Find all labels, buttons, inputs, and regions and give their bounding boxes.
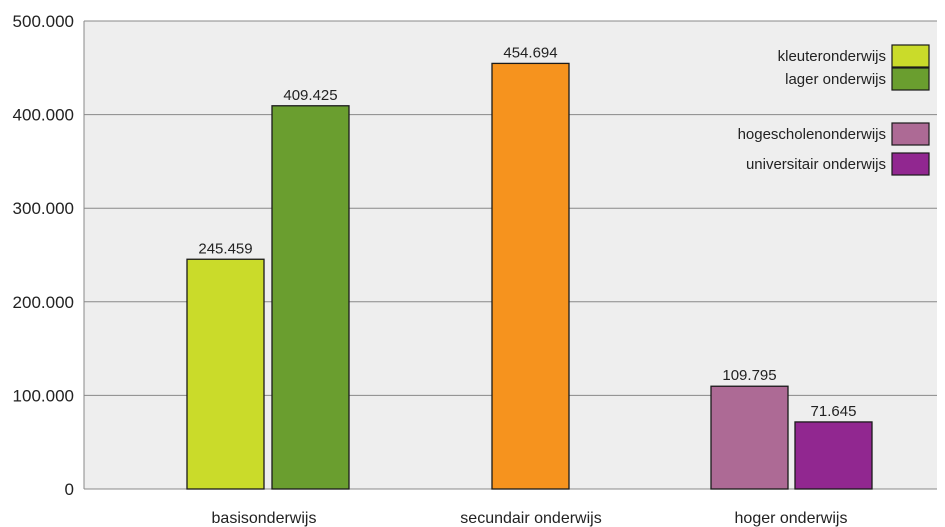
x-category-label: basisonderwijs <box>212 510 317 527</box>
x-category-label: hoger onderwijs <box>735 510 848 527</box>
bar-universitair-onderwijs <box>794 421 873 490</box>
data-label: 109.795 <box>722 367 776 384</box>
legend-swatch <box>891 122 930 146</box>
bar-lager-onderwijs <box>271 105 350 490</box>
legend-label: lager onderwijs <box>785 71 886 88</box>
y-tick-label: 400.000 <box>13 106 74 125</box>
legend-label: kleuteronderwijs <box>778 48 886 65</box>
bar-hogescholenonderwijs <box>710 385 789 490</box>
bar-kleuteronderwijs <box>186 258 265 490</box>
bar-secundair-onderwijs <box>491 62 570 490</box>
legend-label: hogescholenonderwijs <box>738 126 886 143</box>
y-tick-label: 500.000 <box>13 12 74 31</box>
legend-label: universitair onderwijs <box>746 156 886 173</box>
legend-swatch <box>891 152 930 176</box>
legend-swatch <box>891 67 930 91</box>
y-tick-label: 0 <box>65 480 74 499</box>
data-label: 409.425 <box>283 87 337 104</box>
y-tick-label: 200.000 <box>13 293 74 312</box>
y-tick-label: 300.000 <box>13 199 74 218</box>
legend-swatch <box>891 44 930 68</box>
data-label: 454.694 <box>503 44 557 61</box>
y-tick-label: 100.000 <box>13 386 74 405</box>
data-label: 71.645 <box>811 403 857 420</box>
data-label: 245.459 <box>198 240 252 257</box>
x-category-label: secundair onderwijs <box>460 510 601 527</box>
